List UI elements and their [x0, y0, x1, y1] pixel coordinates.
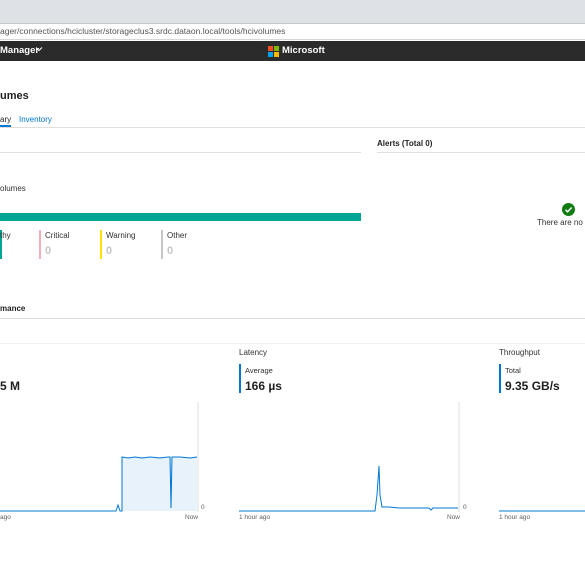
summary-divider: [0, 152, 361, 153]
latency-label: Average: [245, 366, 273, 375]
throughput-value: 9.35 GB/s: [505, 379, 560, 393]
other-label: Other: [167, 231, 188, 240]
address-url[interactable]: ager/connections/hcicluster/storageclus3…: [0, 26, 286, 36]
healthy-label: thy: [0, 231, 11, 240]
tab-divider: [0, 127, 585, 128]
warning-indicator: [100, 230, 102, 259]
app-header: Manager Microsoft: [0, 41, 585, 61]
performance-title: mance: [0, 304, 26, 313]
page-title: umes: [0, 90, 29, 102]
warning-label: Warning: [106, 231, 136, 240]
check-circle-icon: [562, 203, 575, 216]
critical-label: Critical: [45, 231, 70, 240]
performance-divider: [0, 318, 585, 319]
latency-title: Latency: [239, 348, 268, 357]
latency-axis-zero: 0: [463, 504, 467, 511]
tab-active-indicator: [0, 125, 11, 127]
alerts-divider: [377, 152, 585, 153]
no-alerts-message: There are no a: [537, 218, 585, 227]
performance-subdivider: [0, 343, 585, 344]
health-bar: [0, 213, 361, 221]
healthy-indicator: [0, 230, 2, 259]
microsoft-logo-icon: [268, 46, 279, 57]
latency-indicator: [239, 364, 241, 393]
app-title[interactable]: Manager: [0, 45, 40, 56]
throughput-chart: [499, 510, 585, 512]
iops-axis-start: ago: [0, 514, 11, 521]
latency-chart: [239, 402, 460, 512]
alerts-title: Alerts (Total 0): [377, 139, 433, 148]
browser-toolbar: [0, 0, 585, 24]
iops-axis-end: Now: [185, 514, 199, 521]
chevron-down-icon[interactable]: [35, 45, 43, 55]
iops-axis-zero: 0: [201, 504, 205, 511]
throughput-label: Total: [505, 366, 521, 375]
iops-value: 5 M: [0, 379, 21, 393]
warning-count: 0: [106, 245, 113, 257]
brand-name: Microsoft: [282, 45, 325, 56]
address-bar[interactable]: ager/connections/hcicluster/storageclus3…: [0, 24, 585, 40]
throughput-indicator: [499, 364, 501, 393]
tab-summary[interactable]: ary: [0, 115, 12, 124]
tab-inventory[interactable]: Inventory: [19, 115, 52, 124]
latency-axis-start: 1 hour ago: [239, 514, 271, 521]
other-indicator: [161, 230, 163, 259]
other-count: 0: [167, 245, 174, 257]
iops-chart: [0, 402, 199, 512]
latency-axis-end: Now: [447, 514, 461, 521]
latency-value: 166 µs: [245, 379, 282, 393]
critical-indicator: [39, 230, 41, 259]
throughput-title: Throughput: [499, 348, 540, 357]
volumes-label: olumes: [0, 184, 26, 193]
throughput-axis-start: 1 hour ago: [499, 514, 531, 521]
critical-count: 0: [45, 245, 52, 257]
